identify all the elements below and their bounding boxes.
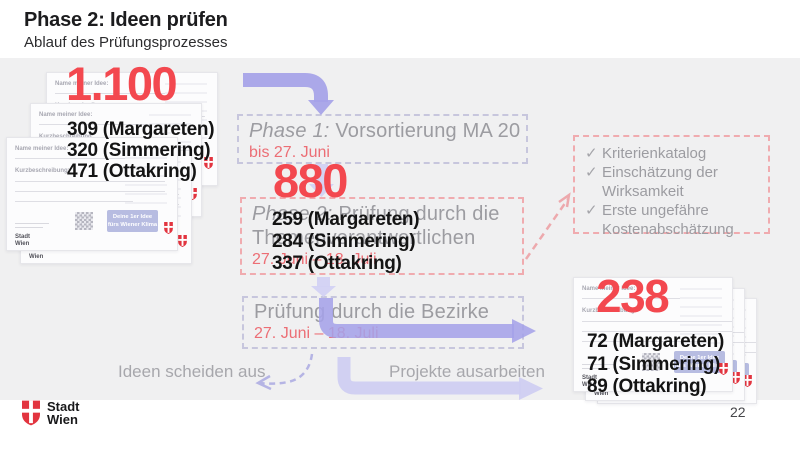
phase2-date: 27. Juni – 18. Juli [252,251,377,268]
card-form-line [39,124,159,125]
stadt-wien-logo: Stadt Wien [22,399,80,427]
bezirke-title: Prüfung durch die Bezirke [254,301,490,323]
label-projekte-ausarbeiten: Projekte ausarbeiten [389,362,545,381]
check-icon: ✓ [585,164,598,181]
wien-shield-icon [731,372,740,384]
card-form-line [15,201,133,202]
count-total-phase2: 880 [273,154,348,207]
phase1-date: bis 27. Juni [249,144,330,161]
phase2-title-line1: Phase 2: Prüfung durch die [252,203,500,225]
label-ideen-scheiden-aus: Ideen scheiden aus [118,362,266,381]
page-number: 22 [730,404,746,420]
card-form-line [582,331,732,332]
idea-card: Name meiner Idee: Kurzbeschreibung: Dein… [573,277,733,392]
wien-shield-icon [743,375,752,387]
card-form-line [15,181,165,182]
slide-title: Phase 2: Ideen prüfen [24,9,228,31]
stadt-wien-logo-text: Stadt Wien [47,399,80,427]
phase1-title: Phase 1: Vorsortierung MA 20 [249,120,521,142]
count-total-result: 238 [596,270,670,322]
wien-shield-icon [204,157,213,169]
criteria-item: ✓ Erste ungefähre Kostenabschätzung [585,202,734,238]
bezirke-box: Prüfung durch die Bezirke 27. Juni – 18.… [242,296,524,349]
bezirke-date: 27. Juni – 18. Juli [254,325,379,342]
card-form-line [582,321,732,322]
criteria-item: ✓ Kriterienkatalog [585,145,707,162]
qr-code [642,353,660,371]
card-form-line [582,341,700,342]
card-fineprint-line [15,223,49,224]
card-field-label: Name meiner Idee: [582,286,636,292]
check-icon: ✓ [585,145,598,162]
card-fineprint-line [15,227,43,228]
card-checkbox-column [680,288,722,348]
card-field-label: Name meiner Idee: [55,81,109,87]
card-form-line [15,158,135,159]
check-icon: ✓ [585,202,598,219]
card-form-line [55,93,175,94]
phase2-title-line2: Themenverantwortlichen [252,227,476,249]
wien-shield-icon [22,400,40,426]
card-field-label: Name meiner Idee: [39,112,93,118]
qr-code [75,212,93,230]
card-field-label: Name meiner Idee: [15,146,69,152]
card-form-line [582,298,702,299]
phase2-box: Phase 2: Prüfung durch die Themenverantw… [240,197,524,275]
criteria-box: ✓ Kriterienkatalog ✓ Einschätzung der Wi… [573,135,770,238]
breakdown-initial: 309 (Margareten) 320 (Simmering) 471 (Ot… [67,119,215,182]
wien-shield-icon [164,222,173,234]
count-total-initial: 1.100 [66,57,178,110]
idea-card: Name meiner Idee: Kurzbeschreibung: Dein… [6,137,178,251]
card-fineprint-line [582,368,610,369]
card-form-line [15,191,165,192]
card-field-label: Kurzbeschreibung: [582,308,637,314]
card-checkbox-column [125,148,167,208]
phase1-box: Phase 1: Vorsortierung MA 20 bis 27. Jun… [237,114,528,164]
breakdown-phase2: 259 (Margareten) 284 (Simmering) 337 (Ot… [272,209,420,274]
breakdown-result: 72 (Margareten) 71 (Simmering) 89 (Ottak… [587,331,724,397]
wien-shield-icon [178,235,187,247]
slide-subtitle: Ablauf des Prüfungsprozesses [24,34,228,51]
wien-shield-icon [719,363,728,375]
card-fineprint-line [582,364,616,365]
card-field-label: Kurzbeschreibung: [15,168,70,174]
criteria-item: ✓ Einschätzung der Wirksamkeit [585,164,718,200]
